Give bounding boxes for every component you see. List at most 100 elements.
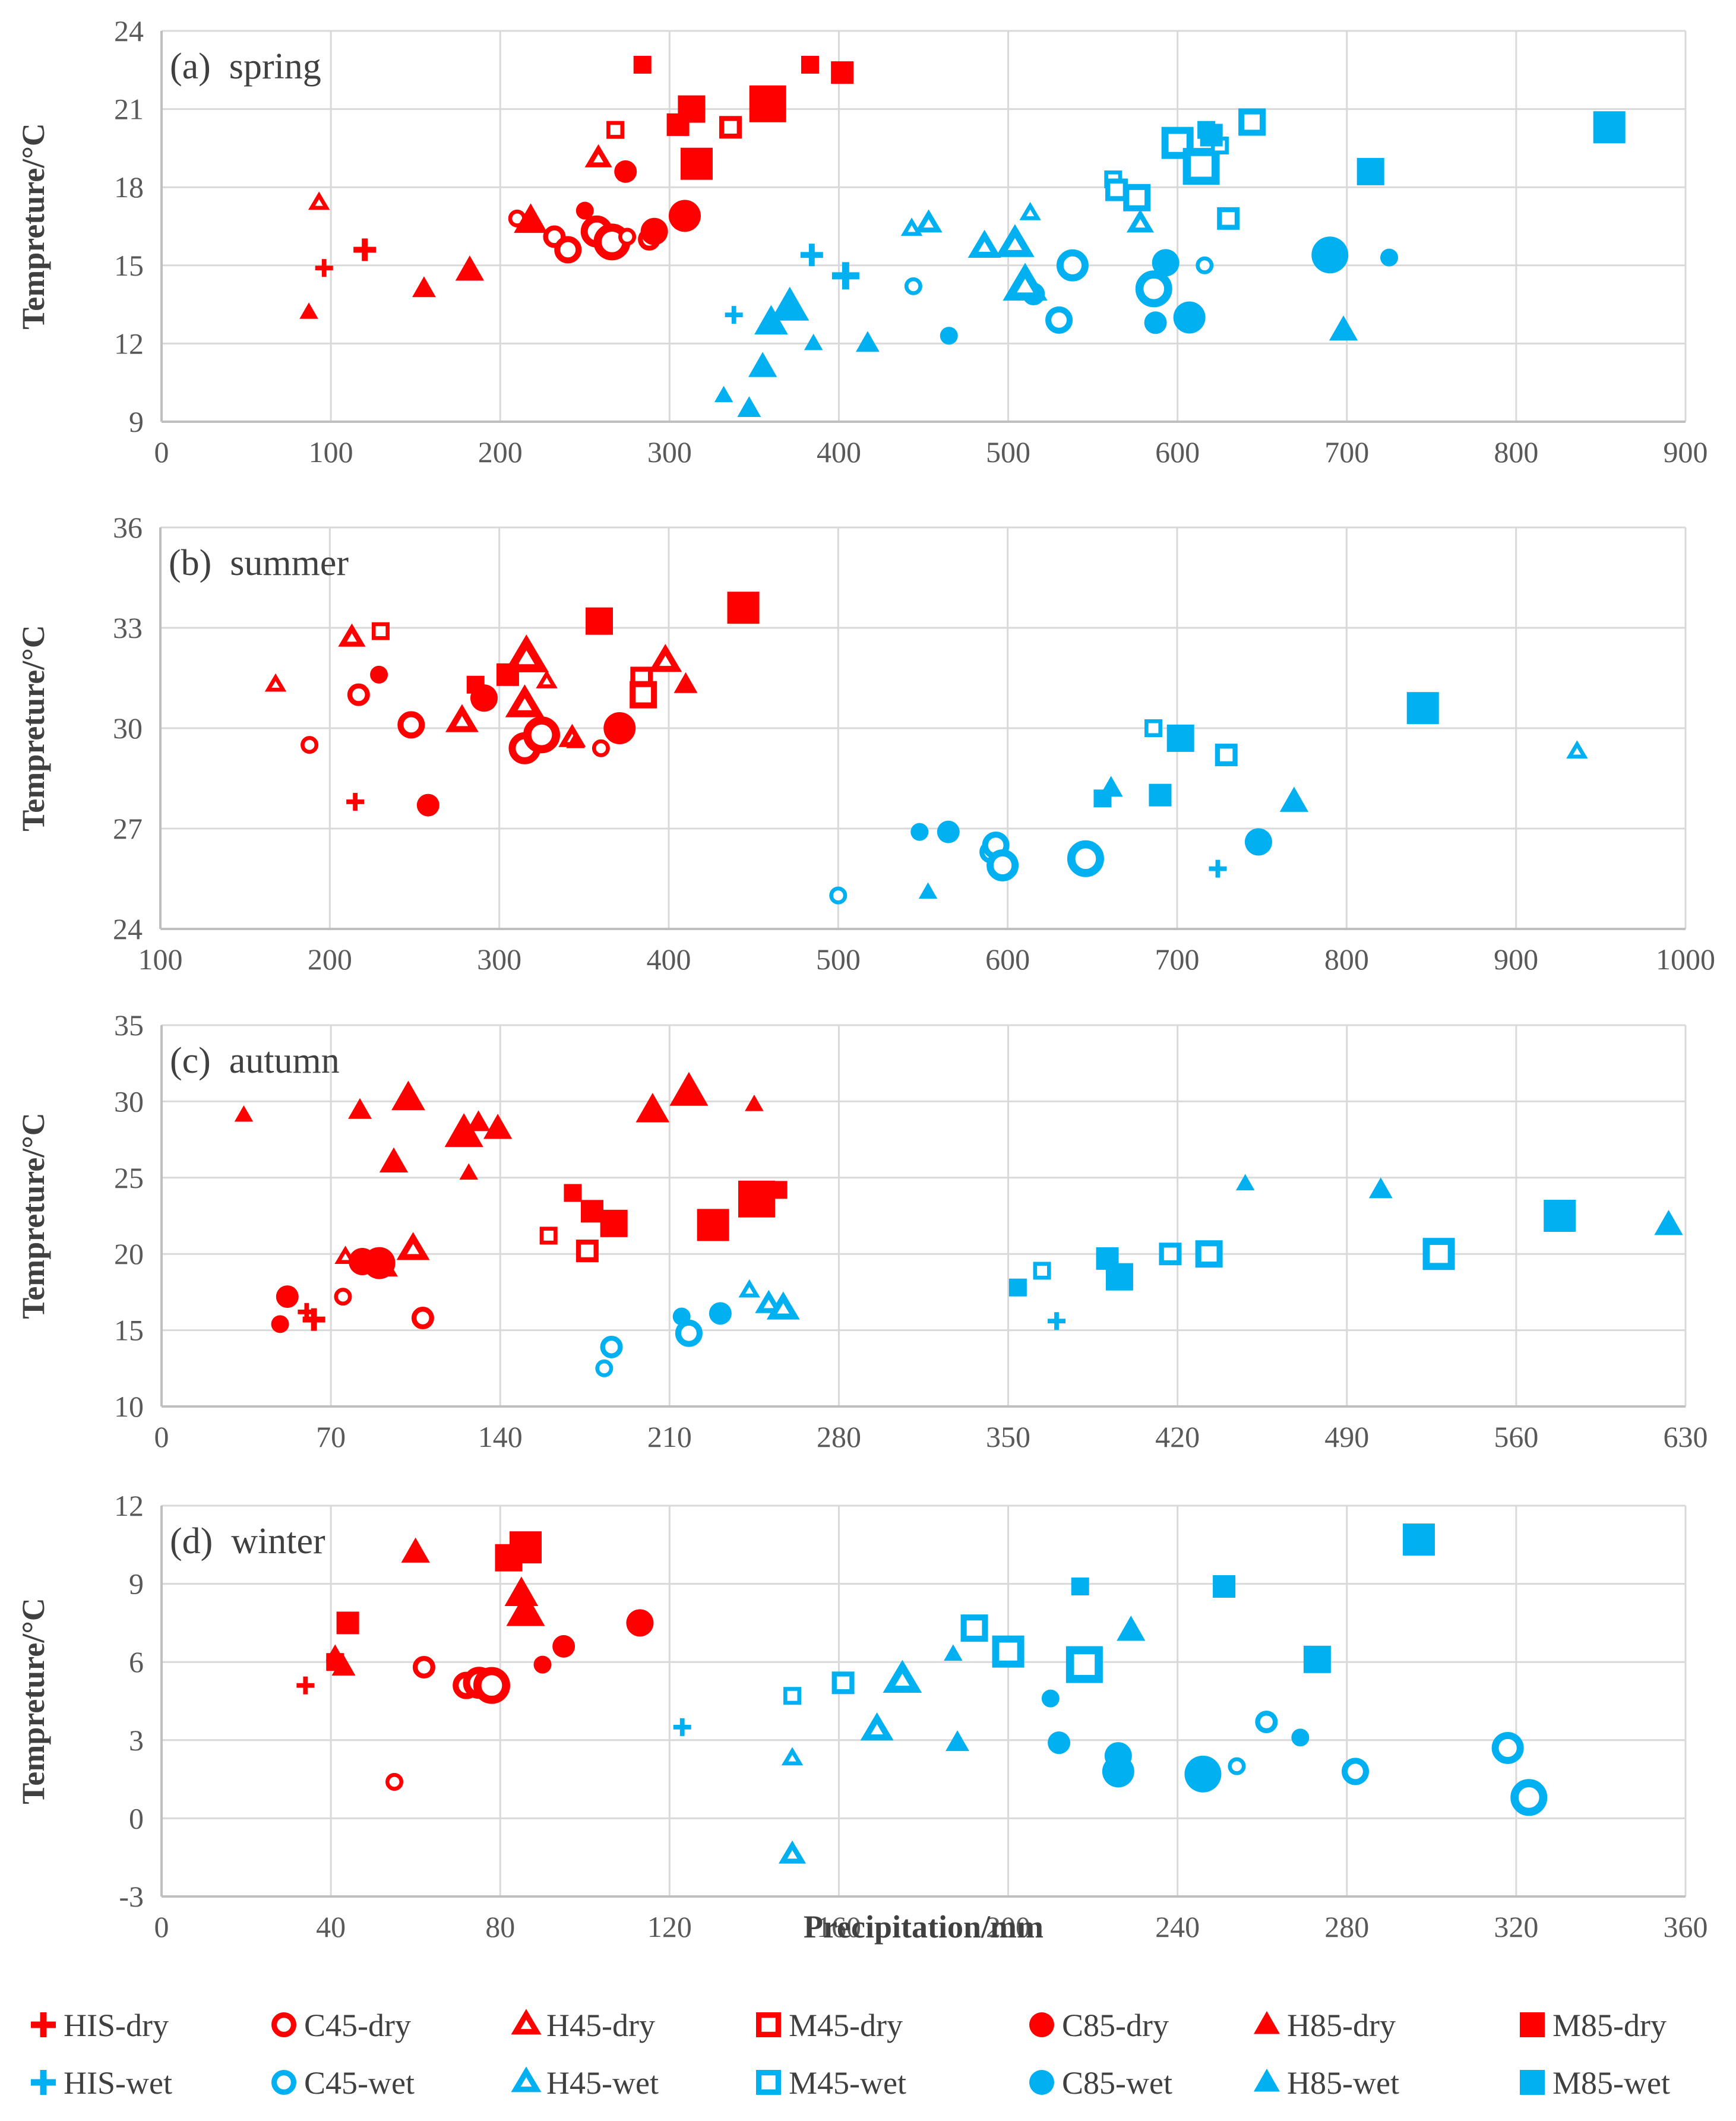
point-h85-wet <box>944 1644 963 1661</box>
x-tick-label: 240 <box>1155 1910 1200 1943</box>
legend-label: C85-wet <box>1062 2065 1172 2101</box>
point-m85-wet <box>1402 1523 1435 1556</box>
point-c85-wet <box>672 1307 691 1326</box>
legend-marker-his-dry <box>31 2012 56 2037</box>
panel-summer: 100 200 300 400 500 600 700 800 900 1000 24 27 30 33 3… <box>15 511 1715 976</box>
legend-label: C45-dry <box>304 2008 411 2043</box>
point-h45-dry <box>536 670 558 688</box>
point-m85-dry <box>564 1184 582 1202</box>
y-axis-label: Tempreture/°C <box>15 625 51 832</box>
y-axis-label: Tempreture/°C <box>15 1598 51 1804</box>
y-tick-label: 12 <box>114 327 144 360</box>
point-c45-dry <box>412 1655 435 1679</box>
x-tick-label: 600 <box>985 943 1030 976</box>
y-tick-label: 25 <box>114 1161 144 1194</box>
x-tick-label: 900 <box>1494 943 1538 976</box>
x-tick-label: 700 <box>1324 435 1369 469</box>
point-m85-dry <box>600 1209 628 1237</box>
point-m85-wet <box>1593 111 1626 144</box>
legend-label: M85-dry <box>1552 2008 1667 2043</box>
point-h85-dry <box>348 1098 372 1119</box>
point-c85-dry <box>575 201 594 220</box>
point-m45-wet <box>1105 178 1128 201</box>
panel-title: (b) summer <box>169 543 349 583</box>
point-c45-dry <box>301 736 319 754</box>
point-h45-dry <box>264 673 287 692</box>
point-c45-wet <box>1255 1711 1278 1734</box>
point-his-wet <box>725 306 743 324</box>
point-c45-wet <box>829 886 848 905</box>
x-tick-label: 360 <box>1664 1910 1708 1943</box>
point-c85-wet <box>1173 301 1206 334</box>
legend-entry-his-dry: HIS-dry <box>31 2008 169 2043</box>
point-h85-dry <box>506 1592 545 1626</box>
point-h45-wet <box>995 224 1035 257</box>
point-h85-wet <box>1117 1616 1146 1641</box>
point-h85-dry <box>455 255 485 281</box>
x-tick-label: 280 <box>817 1420 861 1453</box>
point-m85-wet <box>1213 1575 1236 1598</box>
point-m45-wet <box>1182 148 1220 185</box>
legend-entry-c85-dry: C85-dry <box>1029 2008 1169 2043</box>
point-his-dry <box>346 792 365 811</box>
point-m45-dry <box>606 121 625 139</box>
point-h85-dry <box>566 731 585 748</box>
point-c45-dry <box>411 1307 434 1330</box>
legend-label: H45-dry <box>546 2008 655 2043</box>
x-tick-label: 120 <box>647 1910 692 1943</box>
point-his-wet <box>673 1718 691 1736</box>
y-axis-label: Tempreture/°C <box>15 123 51 330</box>
point-m85-dry <box>509 1531 542 1564</box>
point-h45-wet <box>915 209 943 233</box>
point-c45-dry <box>347 683 370 706</box>
point-c85-wet <box>1184 1755 1222 1793</box>
y-tick-label: 27 <box>113 812 143 845</box>
y-tick-label: 9 <box>129 1567 144 1601</box>
point-h85-dry <box>466 1110 491 1131</box>
legend-label: H85-wet <box>1287 2065 1399 2101</box>
point-his-wet <box>831 262 859 290</box>
point-m85-dry <box>586 607 614 635</box>
point-h85-wet <box>737 396 761 418</box>
point-c85-dry <box>603 712 636 744</box>
y-axis-label: Tempreture/°C <box>15 1112 51 1319</box>
point-m45-wet <box>783 1687 802 1705</box>
point-m45-dry <box>575 1240 599 1263</box>
point-h45-wet <box>860 1712 894 1741</box>
legend-marker-m45-wet <box>755 2070 781 2095</box>
legend-marker-m45-dry <box>755 2012 781 2038</box>
point-his-dry <box>296 1676 315 1695</box>
point-c85-wet <box>1291 1728 1310 1747</box>
x-tick-label: 500 <box>816 943 861 976</box>
point-c85-wet <box>1152 249 1180 277</box>
point-m85-dry <box>738 1180 775 1218</box>
point-m85-dry <box>680 147 713 180</box>
x-tick-label: 700 <box>1155 943 1200 976</box>
point-m85-dry <box>749 85 786 122</box>
point-h45-wet <box>900 217 923 236</box>
point-c45-wet <box>1342 1758 1370 1785</box>
point-h85-dry <box>673 672 698 693</box>
legend-entry-m85-dry: M85-dry <box>1520 2008 1667 2043</box>
point-h85-dry <box>669 1071 709 1106</box>
point-h45-dry <box>308 191 330 210</box>
point-h85-dry <box>514 203 548 233</box>
legend-marker-h85-wet <box>1253 2068 1280 2092</box>
y-tick-label: 12 <box>114 1489 144 1522</box>
x-tick-label: 200 <box>478 435 523 469</box>
point-h45-dry <box>445 704 479 732</box>
y-tick-label: 30 <box>113 712 143 745</box>
point-h85-wet <box>1279 786 1309 812</box>
point-m85-dry <box>336 1611 359 1635</box>
point-h85-dry <box>504 1576 539 1607</box>
point-m45-wet <box>1422 1238 1455 1270</box>
legend-label: M85-wet <box>1552 2065 1670 2101</box>
point-h85-wet <box>1368 1177 1393 1199</box>
x-tick-label: 490 <box>1324 1420 1369 1453</box>
legend-entry-h85-wet: H85-wet <box>1253 2065 1399 2101</box>
point-c45-wet <box>1067 840 1104 877</box>
panel-title: (d) winter <box>170 1521 325 1561</box>
point-h45-dry <box>505 684 545 717</box>
point-his-wet <box>1048 1312 1066 1330</box>
